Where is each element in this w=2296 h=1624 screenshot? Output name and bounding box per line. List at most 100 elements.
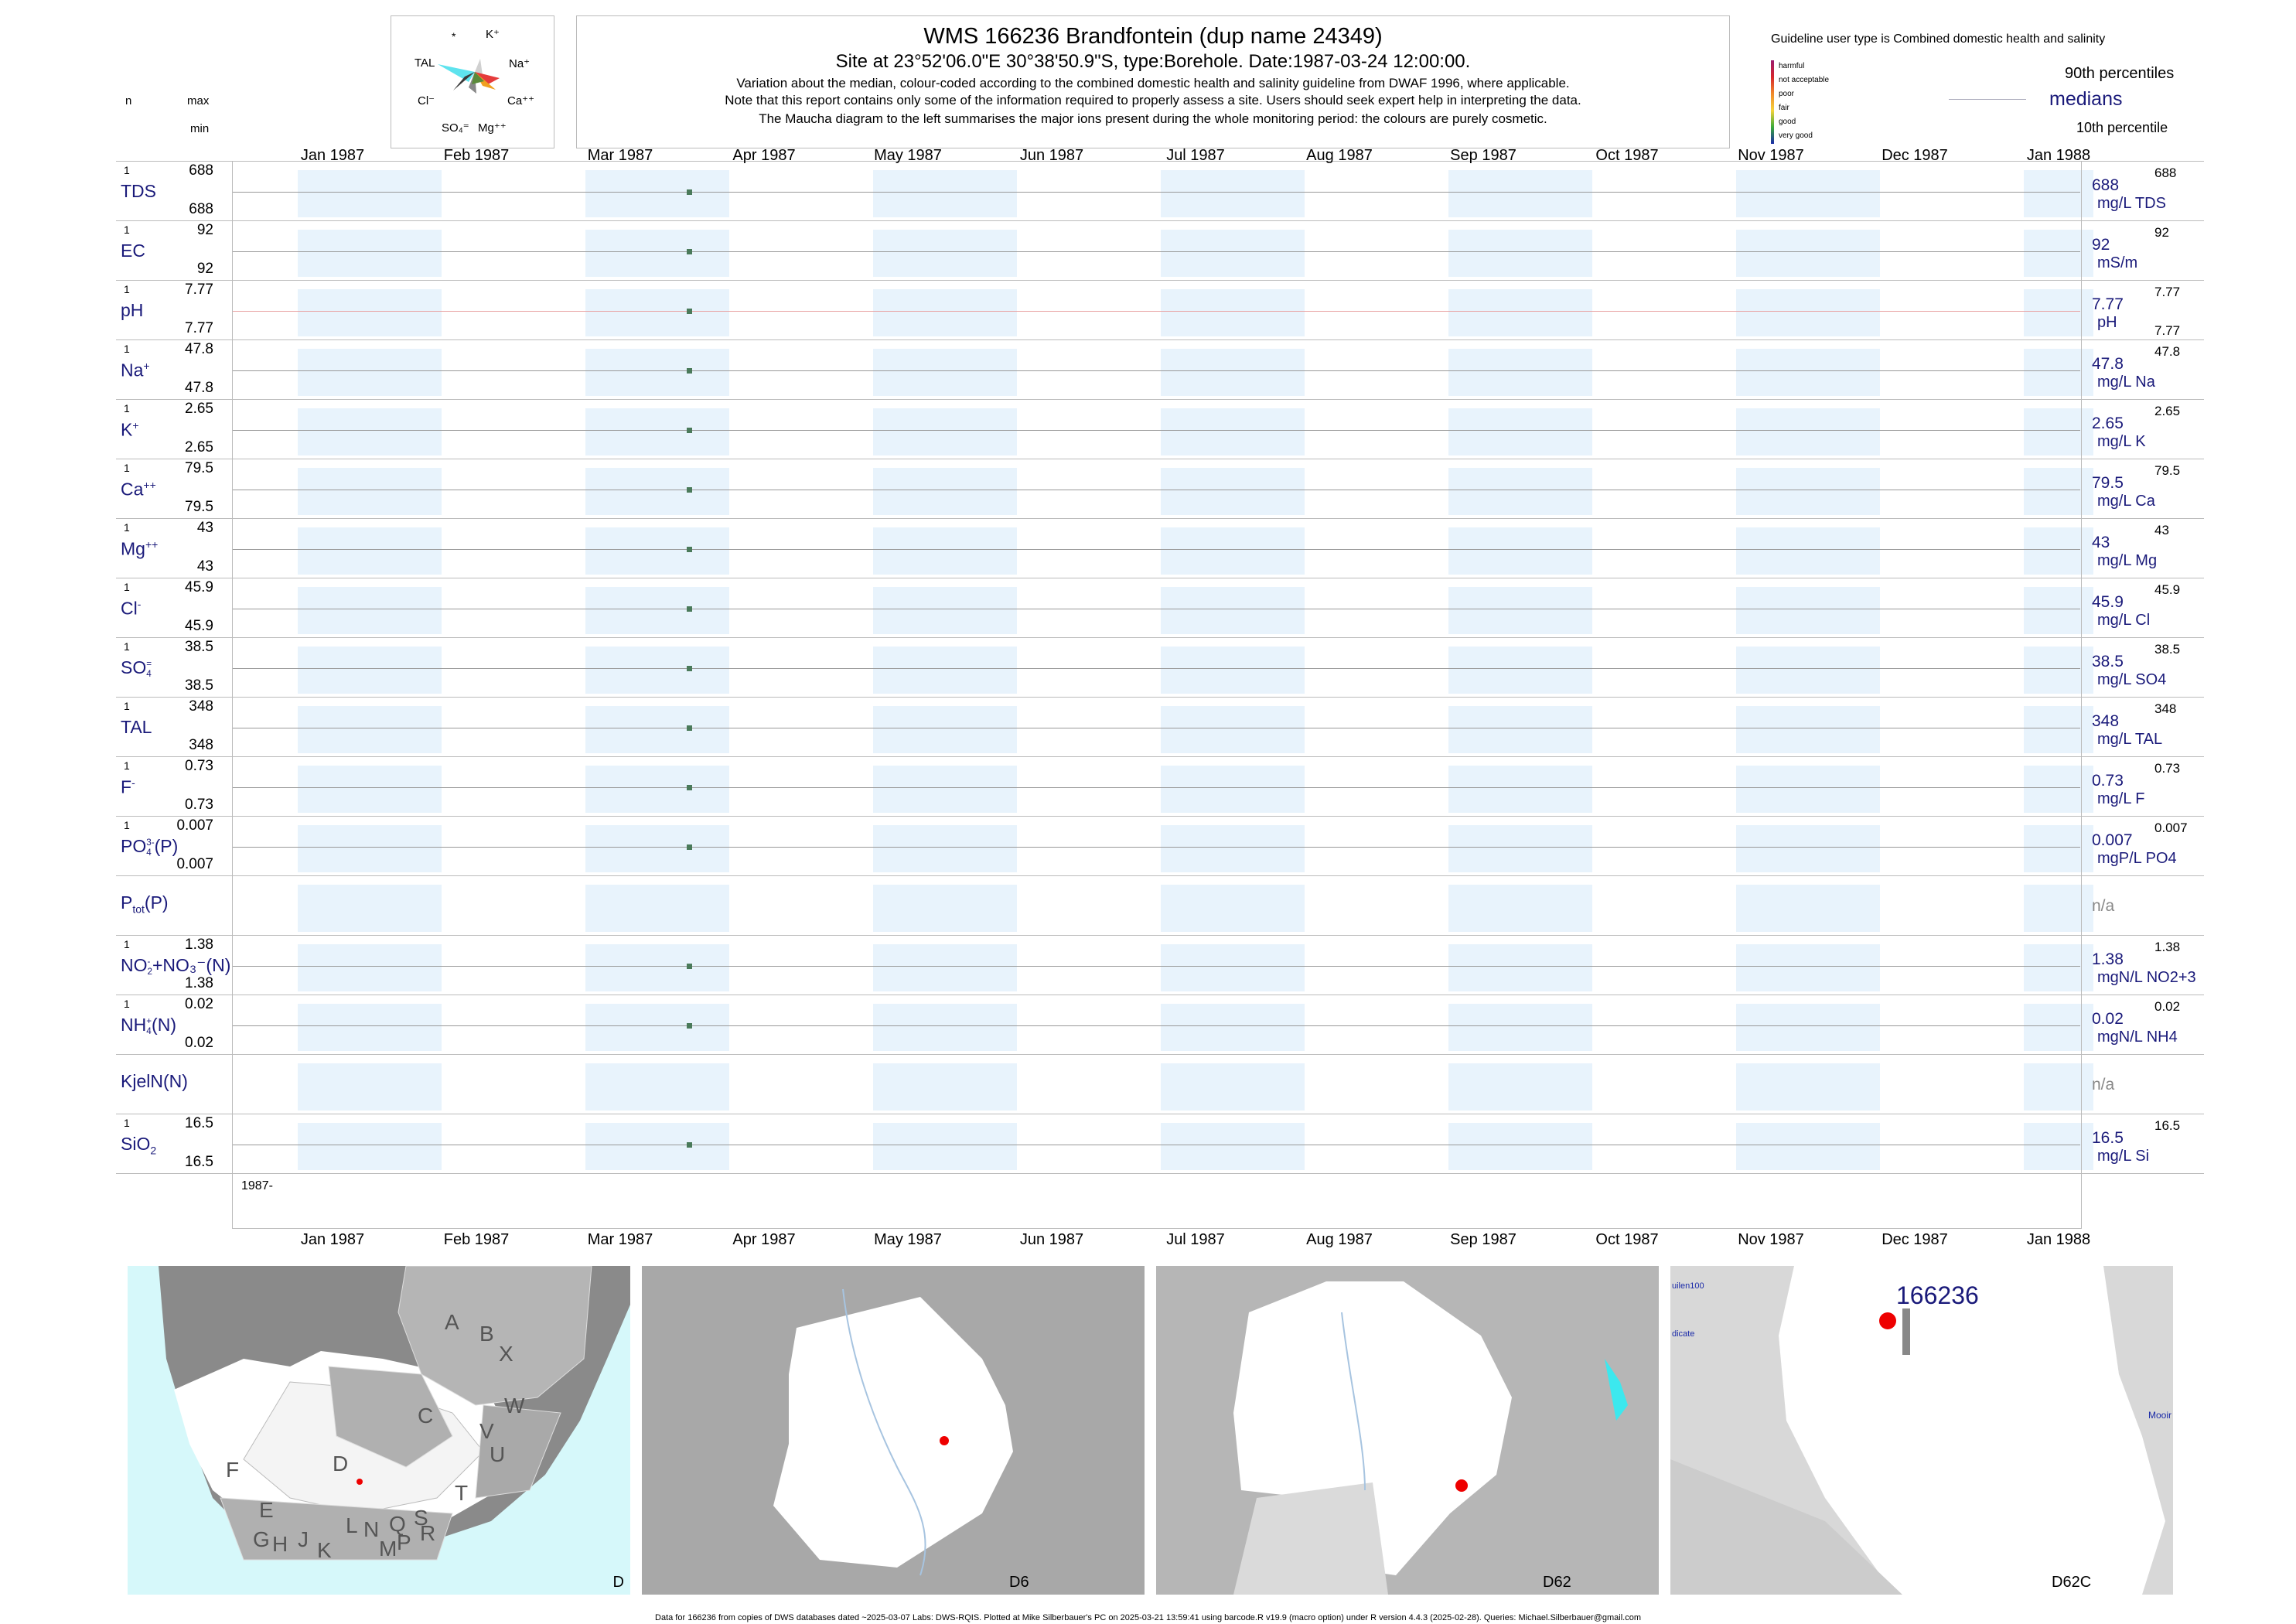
month-band bbox=[873, 587, 1017, 634]
month-band bbox=[1161, 825, 1305, 872]
data-point bbox=[686, 486, 692, 493]
row-unit: mg/L TAL bbox=[2097, 731, 2163, 748]
month-band bbox=[585, 408, 729, 455]
region-label-J: J bbox=[298, 1527, 309, 1551]
row-p90: 2.65 bbox=[2154, 404, 2181, 418]
row-max: 47.8 bbox=[185, 341, 213, 357]
row-min: 43 bbox=[196, 558, 213, 575]
row-n: 1 bbox=[124, 462, 130, 474]
month-band bbox=[1448, 885, 1592, 932]
month-band bbox=[1448, 527, 1592, 575]
region-label-P: P bbox=[397, 1530, 411, 1554]
month-band bbox=[298, 1123, 442, 1170]
row-label: NO -2 +NO₃⁻(N) bbox=[121, 955, 231, 977]
legend-level-3: fair bbox=[1779, 104, 1789, 112]
maucha-label-4: Cl⁻ bbox=[418, 94, 435, 107]
row-min: 92 bbox=[196, 261, 213, 277]
month-band bbox=[1448, 766, 1592, 813]
row-median: 47.8 bbox=[2092, 355, 2124, 373]
month-band bbox=[1161, 289, 1305, 336]
maucha-label-2: TAL bbox=[415, 56, 435, 70]
row-max: 348 bbox=[189, 698, 213, 715]
month-label-top: Dec 1987 bbox=[1881, 147, 1948, 164]
year-label: 1987- bbox=[241, 1179, 273, 1192]
row-label: NH +4 (N) bbox=[121, 1015, 176, 1036]
row-label: TAL bbox=[121, 717, 152, 737]
month-band bbox=[873, 647, 1017, 694]
month-band bbox=[873, 944, 1017, 991]
row-median: 43 bbox=[2092, 534, 2110, 551]
month-label-top: Aug 1987 bbox=[1306, 147, 1373, 164]
row-n: 1 bbox=[124, 998, 130, 1010]
row-min: 348 bbox=[189, 737, 213, 753]
note-1: Variation about the median, colour-coded… bbox=[736, 76, 1570, 90]
map-d62c: 166236 uilen100 dicate Mooir D62C bbox=[1670, 1266, 2173, 1595]
row-separator bbox=[116, 220, 2204, 221]
month-label-bottom: Dec 1987 bbox=[1881, 1231, 1948, 1248]
row-label: K+ bbox=[121, 419, 139, 440]
row-median: 0.73 bbox=[2092, 772, 2124, 790]
month-band bbox=[1448, 825, 1592, 872]
row-min: 0.73 bbox=[185, 797, 213, 813]
median-line bbox=[232, 548, 2080, 550]
row-separator bbox=[116, 756, 2204, 757]
month-band bbox=[873, 170, 1017, 217]
row-min: 0.007 bbox=[176, 856, 213, 872]
month-band bbox=[1161, 1063, 1305, 1111]
site-marker-map1 bbox=[357, 1479, 363, 1485]
maucha-label-0: * bbox=[452, 30, 456, 43]
month-band bbox=[585, 1004, 729, 1051]
month-band bbox=[1448, 944, 1592, 991]
month-band bbox=[298, 468, 442, 515]
month-band bbox=[2024, 944, 2093, 991]
maucha-label-7: Mg⁺⁺ bbox=[478, 121, 507, 135]
row-unit: mg/L TDS bbox=[2097, 195, 2166, 212]
max-header: max bbox=[187, 94, 210, 107]
row-median: 0.007 bbox=[2092, 831, 2133, 849]
month-band bbox=[2024, 825, 2093, 872]
row-n: 1 bbox=[124, 1117, 130, 1129]
note-3: The Maucha diagram to the left summarise… bbox=[759, 111, 1547, 126]
row-p90: 7.77 bbox=[2154, 285, 2181, 299]
data-point bbox=[686, 189, 692, 195]
month-band bbox=[1736, 1123, 1880, 1170]
row-max: 0.02 bbox=[185, 996, 213, 1012]
month-band bbox=[298, 647, 442, 694]
row-max: 16.5 bbox=[185, 1115, 213, 1131]
median-line bbox=[232, 846, 2080, 848]
month-band bbox=[1448, 587, 1592, 634]
row-separator bbox=[116, 339, 2204, 340]
median-line bbox=[232, 251, 2080, 252]
row-min: 16.5 bbox=[185, 1154, 213, 1170]
month-band bbox=[873, 1004, 1017, 1051]
month-band bbox=[873, 408, 1017, 455]
month-band bbox=[2024, 230, 2093, 277]
median-line bbox=[232, 191, 2080, 193]
median-line bbox=[232, 965, 2080, 967]
row-n: 1 bbox=[124, 223, 130, 236]
region-label-T: T bbox=[455, 1481, 469, 1505]
month-band bbox=[298, 885, 442, 932]
median-line bbox=[232, 310, 2080, 312]
p10-label: 10th percentile bbox=[2076, 120, 2168, 135]
site-subtitle: Site at 23°52'06.0"E 30°38'50.9"S, type:… bbox=[835, 51, 1471, 72]
month-band bbox=[298, 408, 442, 455]
row-median: n/a bbox=[2092, 897, 2115, 915]
row-median: 92 bbox=[2092, 236, 2110, 254]
title-box: WMS 166236 Brandfontein (dup name 24349)… bbox=[576, 15, 1730, 148]
month-band bbox=[1736, 468, 1880, 515]
row-p90: 0.73 bbox=[2154, 761, 2181, 776]
month-band bbox=[1736, 289, 1880, 336]
row-max: 79.5 bbox=[185, 460, 213, 476]
row-label: Mg++ bbox=[121, 538, 159, 559]
row-median: 2.65 bbox=[2092, 415, 2124, 432]
row-label: F- bbox=[121, 776, 135, 797]
month-band bbox=[1448, 1123, 1592, 1170]
row-label: pH bbox=[121, 300, 144, 320]
month-band bbox=[298, 1063, 442, 1111]
region-label-C: C bbox=[418, 1404, 434, 1428]
row-label: Cl- bbox=[121, 598, 142, 619]
map4-text-1: uilen100 bbox=[1672, 1281, 1704, 1291]
month-band bbox=[298, 944, 442, 991]
month-band bbox=[1161, 1004, 1305, 1051]
